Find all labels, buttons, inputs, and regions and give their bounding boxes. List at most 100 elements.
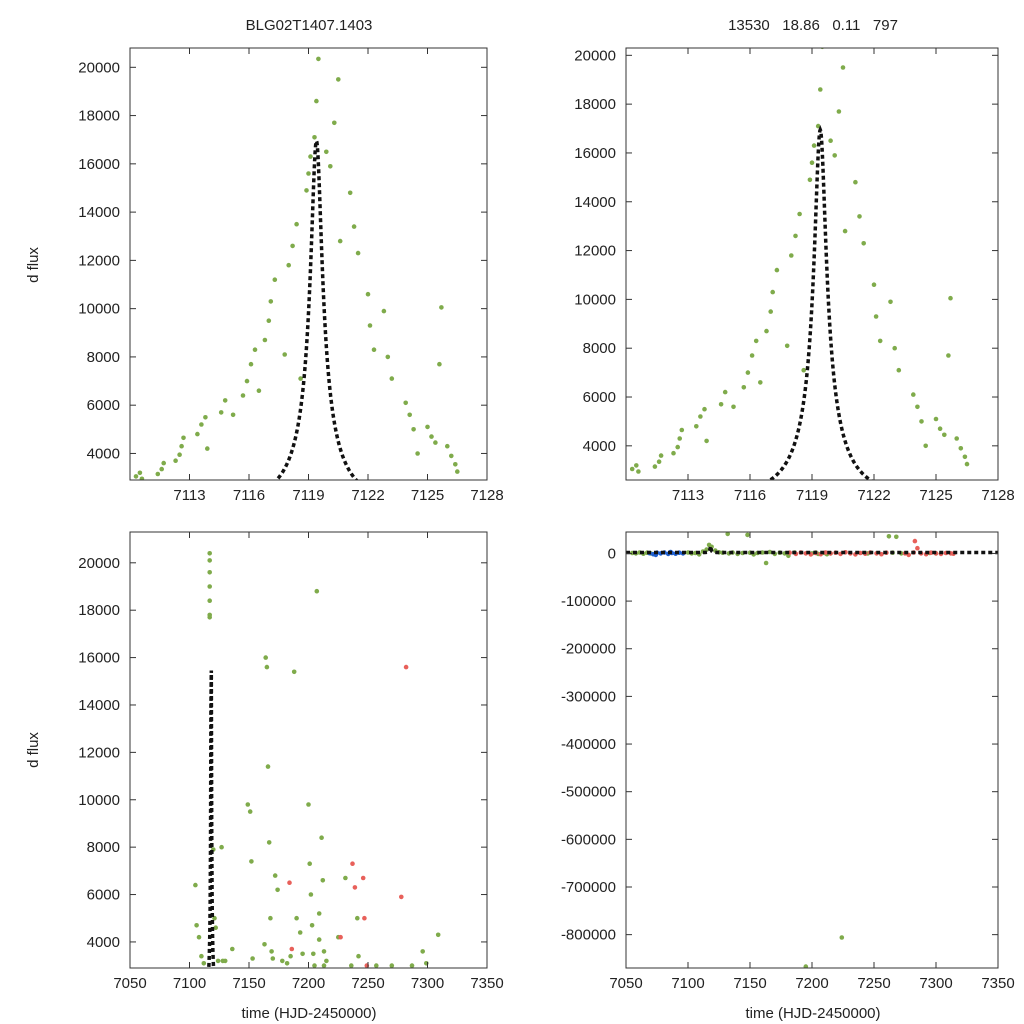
data-point <box>266 318 272 324</box>
data-point <box>420 949 426 954</box>
data-point <box>731 404 736 410</box>
data-point <box>911 392 916 397</box>
y-tick-label: 4000 <box>583 438 616 455</box>
y-tick-label: 20000 <box>78 59 120 76</box>
data-point <box>923 443 928 449</box>
data-point <box>767 549 773 555</box>
data-point <box>350 861 355 866</box>
data-point <box>425 424 430 430</box>
data-point <box>896 367 902 373</box>
data-point <box>801 367 806 373</box>
data-point <box>954 436 959 441</box>
plot-area: 7050 7100 7150 7200 7250 7300 7350 0 -100000 -200… <box>561 531 1015 992</box>
data-point <box>316 56 321 62</box>
x-tick-label: 7128 <box>470 487 503 504</box>
data-point <box>321 949 327 954</box>
model-curve <box>274 136 359 480</box>
y-tick-label: 10000 <box>78 792 120 809</box>
data-point <box>328 164 333 169</box>
data-point <box>915 545 920 551</box>
y-tick-label: 14000 <box>574 194 616 211</box>
data-point <box>207 598 212 603</box>
data-point <box>297 930 303 935</box>
data-point <box>337 238 343 244</box>
data-point <box>201 961 207 966</box>
data-point <box>247 809 253 814</box>
data-point <box>252 347 258 353</box>
data-point <box>652 464 658 469</box>
data-point <box>294 915 299 921</box>
y-tick-label: 6000 <box>87 397 120 414</box>
data-point <box>403 400 409 406</box>
data-point <box>137 470 143 476</box>
data-point <box>306 802 311 807</box>
data-point <box>280 958 285 964</box>
data-point <box>219 844 224 850</box>
data-point <box>203 415 208 420</box>
data-point <box>449 453 454 459</box>
data-point <box>385 354 391 360</box>
plot-area: 7113 7116 7119 7122 7125 7128 4000 6000 8000 1000… <box>574 47 1014 504</box>
data-point <box>888 299 893 305</box>
data-point <box>332 120 337 126</box>
data-point <box>161 460 166 466</box>
y-tick-label: 4000 <box>87 934 120 951</box>
data-point <box>403 664 409 670</box>
data-point <box>207 558 212 563</box>
data-point <box>222 398 228 403</box>
data-point <box>311 951 316 957</box>
y-tick-label: -700000 <box>561 879 616 896</box>
data-point <box>964 461 970 467</box>
x-tick-label: 7250 <box>351 975 384 992</box>
data-point <box>307 861 313 866</box>
data-point <box>207 584 212 589</box>
data-point <box>179 443 184 449</box>
y-tick-label: 10000 <box>78 301 120 318</box>
data-point <box>636 469 641 474</box>
data-point <box>433 440 438 445</box>
x-tick-label: 7125 <box>919 487 952 504</box>
data-point <box>289 946 295 952</box>
data-point <box>679 427 685 433</box>
panel-title-object-id: BLG02T1407.1403 <box>246 17 373 34</box>
data-point <box>355 915 360 921</box>
y-tick-label: -500000 <box>561 784 616 801</box>
data-point <box>343 875 348 881</box>
data-point <box>284 961 290 966</box>
data-point <box>282 352 288 357</box>
data-point <box>324 149 329 155</box>
data-point <box>409 963 415 968</box>
data-point <box>245 802 251 807</box>
data-point <box>764 328 769 334</box>
data-point <box>319 835 324 840</box>
data-point <box>265 764 271 769</box>
data-point <box>704 438 709 444</box>
data-point <box>272 873 278 878</box>
data-point <box>320 878 326 883</box>
y-axis-label: d flux <box>25 732 42 768</box>
data-point <box>352 885 358 890</box>
data-point <box>948 295 953 301</box>
data-point <box>139 476 145 480</box>
data-point <box>937 426 943 432</box>
y-tick-label: 10000 <box>574 291 616 308</box>
data-point <box>749 353 755 358</box>
panel-title-fit-parameters: 13530 18.86 0.11 797 <box>728 17 898 34</box>
data-point <box>308 154 313 159</box>
data-point <box>268 299 274 304</box>
x-tick-label: 7350 <box>470 975 503 992</box>
data-point <box>702 406 707 412</box>
data-point <box>675 444 680 450</box>
data-point <box>230 412 236 418</box>
panel-full-season-all-data: time (HJD-2450000) 7050 7100 7150 7200 7250 7… <box>561 531 1015 1022</box>
y-tick-label: 18000 <box>78 602 120 619</box>
data-point <box>915 404 920 410</box>
panel-zoom-light-curve-copy: 13530 18.86 0.11 797 7113 7116 7119 7122 712… <box>574 17 1014 504</box>
y-tick-label: 0 <box>608 545 616 562</box>
x-tick-label: 7122 <box>857 487 890 504</box>
panel-full-season-light-curve: d flux time (HJD-2450000) 7050 7100 7150 72… <box>25 531 504 1022</box>
y-tick-label: -600000 <box>561 831 616 848</box>
data-point <box>250 956 255 961</box>
data-point <box>173 458 178 464</box>
data-points <box>193 551 441 968</box>
